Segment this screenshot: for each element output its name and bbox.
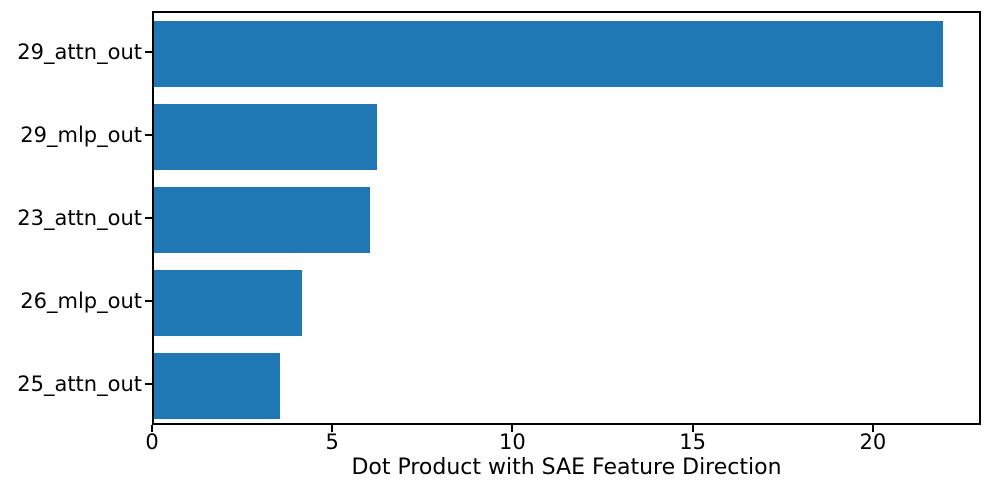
y-tick-label: 26_mlp_out (20, 288, 142, 313)
bar-29_mlp_out (154, 104, 378, 171)
x-axis-label: Dot Product with SAE Feature Direction (351, 455, 782, 480)
bar-23_attn_out (154, 187, 371, 253)
y-axis-tick (145, 134, 152, 137)
x-axis-tick (871, 425, 874, 432)
bar-26_mlp_out (154, 269, 302, 336)
y-tick-label: 25_attn_out (17, 371, 142, 396)
y-axis-tick (145, 382, 152, 385)
plot-area (152, 11, 981, 425)
x-axis-tick (151, 425, 153, 432)
x-tick-label: 20 (859, 430, 887, 454)
y-axis-tick (145, 51, 152, 54)
bar-29_attn_out (154, 21, 944, 88)
x-axis-tick (511, 425, 514, 432)
y-tick-label: 29_attn_out (17, 40, 142, 65)
y-tick-label: 29_mlp_out (20, 123, 142, 148)
x-tick-label: 10 (499, 430, 526, 454)
x-axis-tick (331, 425, 334, 432)
bar-25_attn_out (154, 352, 281, 419)
x-tick-label: 5 (325, 430, 339, 454)
y-axis-tick (145, 299, 152, 302)
x-tick-label: 15 (679, 430, 706, 454)
y-axis-tick (145, 217, 152, 219)
x-tick-label: 0 (145, 430, 159, 454)
x-axis-tick (691, 425, 694, 432)
y-tick-label: 23_attn_out (17, 206, 142, 230)
